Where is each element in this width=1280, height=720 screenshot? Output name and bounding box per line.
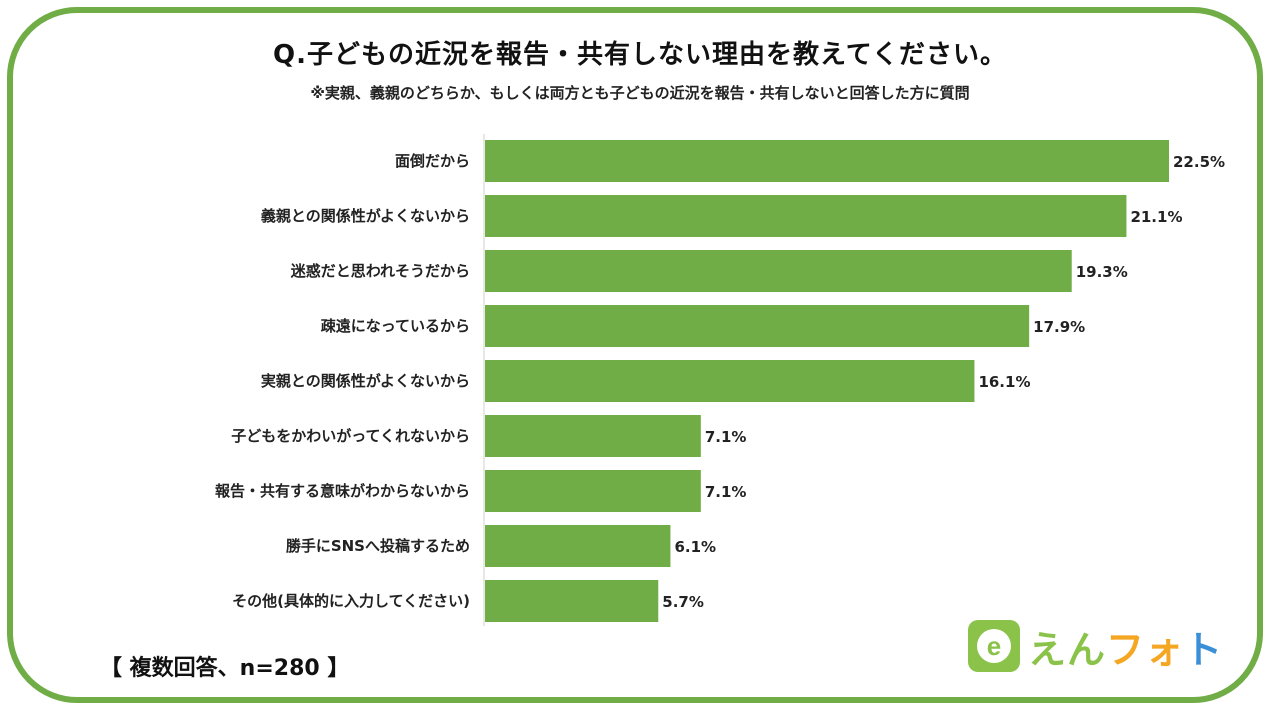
bars-layer: 面倒だから 22.5% 義親との関係性がよくないから 21.1% 迷惑だと思われそうだか…: [215, 140, 1225, 622]
brand-name: えんフォト: [1028, 619, 1223, 674]
category-label: その他(具体的に入力してください): [232, 592, 470, 610]
category-label: 実親との関係性がよくないから: [261, 372, 470, 390]
category-label: 報告・共有する意味がわからないから: [215, 482, 470, 500]
category-label: 疎遠になっているから: [321, 317, 470, 335]
chart-subtitle: ※実親、義親のどちらか、もしくは両方とも子どもの近況を報告・共有しないと回答した…: [310, 84, 970, 102]
value-label: 16.1%: [978, 373, 1030, 391]
category-label: 迷惑だと思われそうだから: [290, 262, 470, 280]
value-label: 21.1%: [1130, 208, 1182, 226]
bar: [485, 140, 1169, 182]
value-label: 7.1%: [705, 483, 747, 501]
bar: [485, 415, 701, 457]
rounded-frame: [7, 7, 1263, 703]
brand-char: ん: [1067, 627, 1107, 672]
value-label: 22.5%: [1173, 153, 1225, 171]
value-label: 5.7%: [662, 593, 704, 611]
value-label: 19.3%: [1076, 263, 1128, 281]
category-label: 子どもをかわいがってくれないから: [231, 427, 470, 445]
bar: [485, 305, 1030, 347]
value-label: 6.1%: [674, 538, 716, 556]
category-label: 勝手にSNSへ投稿するため: [286, 537, 470, 555]
bar: [485, 525, 671, 567]
brand-char: え: [1028, 627, 1068, 672]
bar: [485, 470, 701, 512]
bar: [485, 250, 1072, 292]
bar: [485, 360, 975, 402]
bar: [485, 195, 1127, 237]
category-label: 面倒だから: [395, 152, 470, 170]
brand-char: ト: [1184, 627, 1224, 672]
logo-mark-icon: e: [968, 620, 1020, 672]
value-label: 17.9%: [1033, 318, 1085, 336]
logo-letter: e: [987, 631, 1001, 661]
sample-size-note: 【 複数回答、n=280 】: [100, 656, 350, 681]
brand-logo: e えんフォト: [968, 620, 1223, 672]
bar: [485, 580, 659, 622]
chart-title: Q.子どもの近況を報告・共有しない理由を教えてください。: [273, 40, 1007, 70]
brand-char: ォ: [1145, 627, 1185, 672]
brand-char: フ: [1106, 627, 1146, 672]
value-label: 7.1%: [705, 428, 747, 446]
e-letter-icon: e: [977, 629, 1011, 663]
category-label: 義親との関係性がよくないから: [261, 207, 470, 225]
